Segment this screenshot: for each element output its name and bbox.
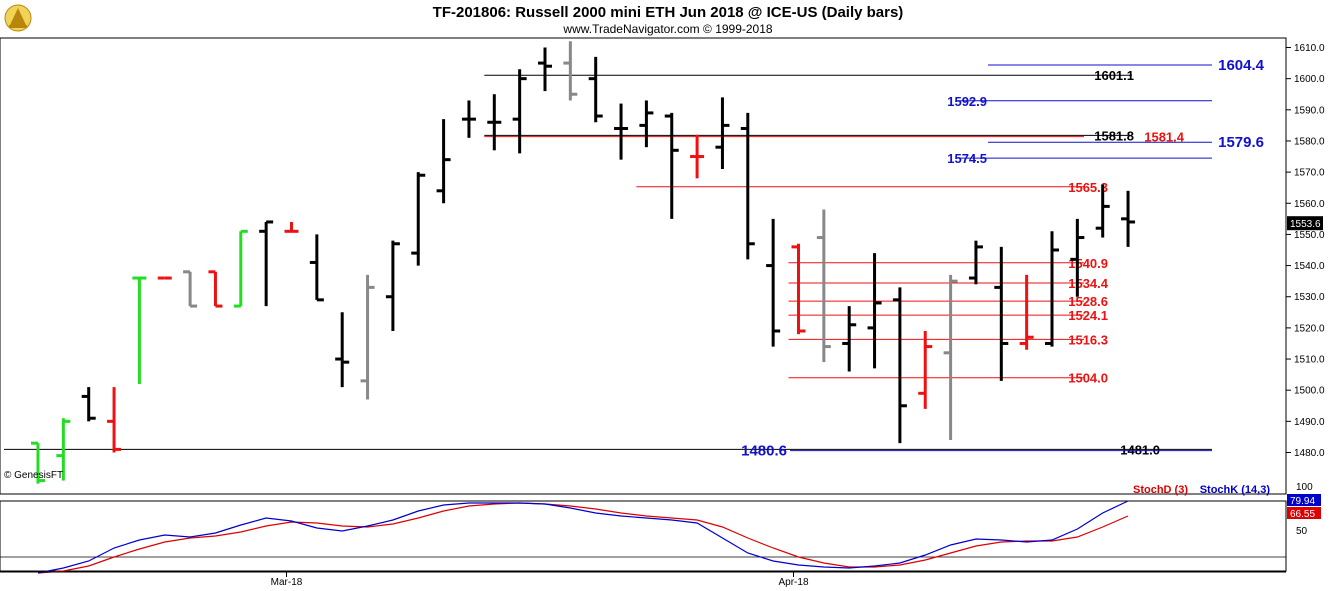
level-label: 1604.4 [1218,57,1265,74]
stoch-tick-50: 50 [1296,526,1308,537]
price-bar [31,441,45,484]
price-bar [740,112,755,260]
price-axis: 1610.0 1600.0 1590.0 1580.0 1570.0 1560.0 1550… [1286,43,1325,459]
price-bar [968,240,983,285]
price-bar [715,97,730,169]
level-label: 1601.1 [1094,68,1134,83]
level-lines: 1604.4 1601.1 1592.9 1581.8 1581.4 1579.6 1574… [4,57,1265,460]
price-bar [1070,218,1085,297]
price-bar [918,331,933,409]
stoch-d-line [37,502,1129,574]
level-label: 1574.5 [947,151,987,166]
date-tick-label: Apr-18 [778,577,808,588]
price-bar [892,287,907,444]
level-label: 1565.3 [1068,180,1108,195]
price-tick-label: 1520.0 [1294,323,1325,334]
price-tick-label: 1490.0 [1294,417,1325,428]
price-tick-label: 1550.0 [1294,230,1325,241]
trade-navigator-logo-icon [4,4,32,32]
price-tick-label: 1580.0 [1294,136,1325,147]
price-tick-label: 1510.0 [1294,355,1325,366]
price-tick-label: 1530.0 [1294,292,1325,303]
price-bar [1045,231,1059,347]
price-tick-label: 1600.0 [1294,74,1325,85]
price-bar [385,240,400,331]
corner-fill [1286,573,1336,591]
price-bar [208,270,223,308]
price-bar [994,246,1009,381]
level-label: 1524.1 [1068,308,1108,323]
price-bar [867,253,882,369]
price-bar [56,418,71,481]
watermark: © GenesisFT [4,470,63,481]
stoch-k-line [37,500,1129,574]
price-bar [411,172,426,266]
price-bar [943,274,958,441]
price-tick-label: 1540.0 [1294,261,1325,272]
price-bar [360,274,375,400]
price-tick-label: 1500.0 [1294,386,1325,397]
price-bar [842,306,857,372]
price-bar [512,69,527,154]
stoch-k-last-box [1287,494,1321,506]
level-label: 1579.6 [1218,134,1264,151]
logo [4,4,32,32]
chart-title: TF-201806: Russell 2000 mini ETH Jun 201… [433,4,904,21]
price-bar [639,100,654,148]
date-tick-label: Mar-18 [271,577,303,588]
price-bar [588,56,603,123]
level-label: 1528.6 [1068,294,1108,309]
price-bar [132,276,147,384]
price-bar [309,234,324,302]
price-bar [259,220,274,307]
price-bar [614,103,629,160]
price-bar [791,243,806,335]
last-price-marker: 1553.6 [1287,216,1323,231]
level-label: 1516.3 [1068,332,1108,347]
price-bar [284,221,299,233]
level-label: 1534.4 [1068,276,1109,291]
price-bars [31,41,1136,484]
price-bar [107,387,122,453]
level-label: 1481.0 [1120,442,1160,457]
price-bar [487,94,502,151]
price-bar [766,218,781,347]
level-label: 1592.9 [947,94,987,109]
price-bar [563,41,578,101]
stochastic-lines [37,500,1129,574]
price-bar [538,47,552,92]
stoch-k-legend: StochK (14,3) [1200,484,1271,496]
price-bar [1121,190,1136,247]
price-tick-label: 1570.0 [1294,168,1325,179]
price-bar [436,119,451,204]
level-label: 1480.6 [741,443,787,460]
level-label: 1581.4 [1144,130,1185,145]
price-bar [690,134,705,179]
price-bar [183,270,198,308]
stoch-d-legend: StochD (3) [1133,484,1188,496]
price-bar [1019,274,1034,350]
stoch-k-last: 79.94 [1290,496,1315,507]
last-price-label: 1553.6 [1290,219,1321,230]
date-axis: Mar-18 Apr-18 [0,571,1286,588]
stoch-d-last-box [1287,507,1321,519]
price-bar [664,112,679,219]
price-bar [816,209,831,363]
stoch-tick-100: 100 [1296,482,1313,493]
chart-subtitle: www.TradeNavigator.com © 1999-2018 [562,22,772,36]
level-label: 1581.8 [1094,128,1134,143]
price-tick-label: 1480.0 [1294,448,1325,459]
price-bar [461,100,476,138]
stoch-d-last: 66.55 [1290,509,1315,520]
price-tick-label: 1560.0 [1294,199,1325,210]
price-bar [1095,184,1110,238]
price-bar [335,312,350,388]
price-panel [0,37,1287,495]
price-bar [233,229,248,308]
price-tick-label: 1590.0 [1294,105,1325,116]
price-tick-label: 1610.0 [1294,43,1325,54]
price-bar [81,387,96,422]
level-label: 1504.0 [1068,371,1108,386]
